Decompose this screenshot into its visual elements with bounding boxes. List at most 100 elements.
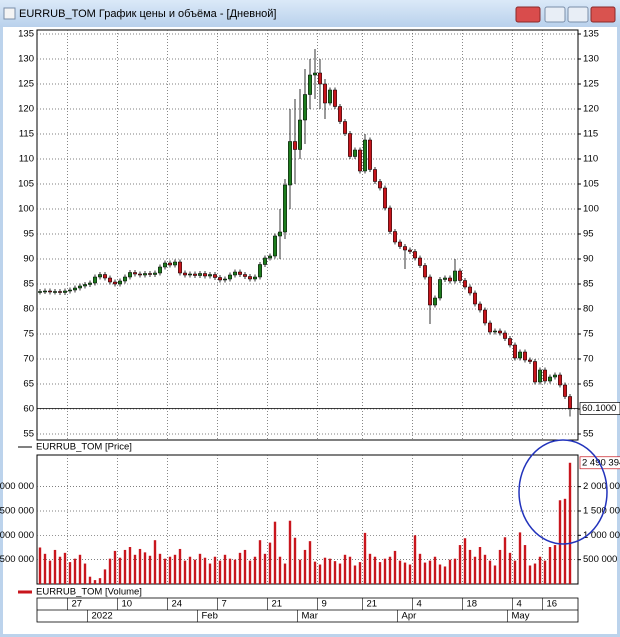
y-tick-label-left: 80 xyxy=(23,304,34,315)
candle-body xyxy=(398,241,402,247)
candle-body xyxy=(353,149,357,157)
volume-bar xyxy=(248,560,252,584)
candle-body xyxy=(298,119,302,150)
volume-bar xyxy=(538,556,542,584)
candle-body xyxy=(363,139,367,172)
volume-bar xyxy=(353,565,357,584)
day-label: 21 xyxy=(272,599,283,610)
candle-body xyxy=(323,83,327,104)
y-tick-label-left: 125 xyxy=(18,79,34,90)
candle-body xyxy=(338,106,342,122)
volume-bar xyxy=(213,556,217,584)
candle-body xyxy=(423,265,427,278)
candle-body xyxy=(223,278,227,281)
candle-body xyxy=(78,285,82,289)
pin-button[interactable] xyxy=(515,6,541,23)
volume-bar xyxy=(563,498,567,584)
candle-body xyxy=(548,376,552,382)
candle-body xyxy=(438,279,442,299)
month-label: May xyxy=(512,611,530,622)
candle-body xyxy=(73,287,77,291)
y-tick-label-left: 500 000 xyxy=(0,554,34,565)
y-tick-label-left: 60 xyxy=(23,404,34,415)
volume-bar xyxy=(418,553,422,584)
volume-bar xyxy=(203,557,207,584)
candle-body xyxy=(493,330,497,333)
y-tick-label-left: 85 xyxy=(23,279,34,290)
volume-bar xyxy=(503,537,507,584)
candle-body xyxy=(108,277,112,283)
candle-body xyxy=(138,273,142,276)
volume-bar xyxy=(258,540,262,584)
candle-body xyxy=(343,121,347,134)
day-label: 16 xyxy=(547,599,558,610)
month-label: 2022 xyxy=(92,611,113,622)
candle-body xyxy=(188,273,192,276)
candle-body xyxy=(328,89,332,104)
y-tick-label-left: 100 xyxy=(18,204,34,215)
candle-body xyxy=(133,272,137,275)
volume-bar xyxy=(533,563,537,584)
candle-body xyxy=(518,351,522,359)
y-tick-label-right: 80 xyxy=(583,304,594,315)
volume-bar xyxy=(483,554,487,584)
candle-body xyxy=(273,235,277,257)
candle-body xyxy=(348,133,352,157)
candle-body xyxy=(383,187,387,209)
y-tick-label-left: 75 xyxy=(23,329,34,340)
y-tick-label-left: 135 xyxy=(18,29,34,40)
volume-bar xyxy=(148,555,152,584)
maximize-button[interactable] xyxy=(567,6,589,23)
y-tick-label-left: 70 xyxy=(23,354,34,365)
volume-bar xyxy=(558,500,562,584)
volume-bar xyxy=(548,547,552,584)
y-tick-label-left: 105 xyxy=(18,179,34,190)
volume-bar xyxy=(428,560,432,584)
candle-body xyxy=(168,262,172,266)
y-tick-label-right: 105 xyxy=(583,179,599,190)
volume-bar xyxy=(178,548,182,584)
candle-body xyxy=(543,369,547,382)
plot-frame xyxy=(36,454,579,585)
day-label: 18 xyxy=(467,599,478,610)
candle-body xyxy=(508,338,512,346)
y-tick-label-right: 1 500 000 xyxy=(583,505,620,516)
candle-body xyxy=(183,272,187,276)
volume-bar xyxy=(143,552,147,584)
volume-bar xyxy=(478,547,482,584)
candle-body xyxy=(458,270,462,281)
volume-bar xyxy=(268,542,272,584)
candle-body xyxy=(278,231,282,237)
candle-body xyxy=(488,322,492,333)
volume-bar xyxy=(403,562,407,584)
y-tick-label-right: 115 xyxy=(583,129,598,140)
volume-bar xyxy=(118,557,122,584)
volume-bar xyxy=(448,559,452,584)
candle-body xyxy=(503,332,507,339)
volume-bar xyxy=(168,556,172,584)
volume-bar xyxy=(363,532,367,584)
close-button[interactable] xyxy=(590,6,616,23)
candle-body xyxy=(568,396,572,409)
day-label: 10 xyxy=(122,599,133,610)
candle-body xyxy=(243,274,247,277)
volume-bar xyxy=(68,562,72,584)
day-label: 7 xyxy=(222,599,227,610)
y-tick-label-left: 95 xyxy=(23,229,34,240)
minimize-button[interactable] xyxy=(544,6,566,23)
candle-body xyxy=(143,273,147,276)
volume-bar xyxy=(518,532,522,584)
candle-body xyxy=(533,361,537,383)
volume-bar xyxy=(83,563,87,584)
volume-bar xyxy=(293,537,297,584)
volume-bar xyxy=(338,563,342,584)
volume-bar xyxy=(53,549,57,584)
candle-body xyxy=(563,384,567,397)
volume-bar xyxy=(438,564,442,584)
volume-bar xyxy=(173,554,177,584)
volume-bar xyxy=(568,462,572,584)
candle-body xyxy=(53,291,57,293)
y-tick-label-left: 55 xyxy=(23,429,34,440)
last-volume-label: 2 490 394 xyxy=(582,457,620,468)
volume-bar xyxy=(283,563,287,584)
